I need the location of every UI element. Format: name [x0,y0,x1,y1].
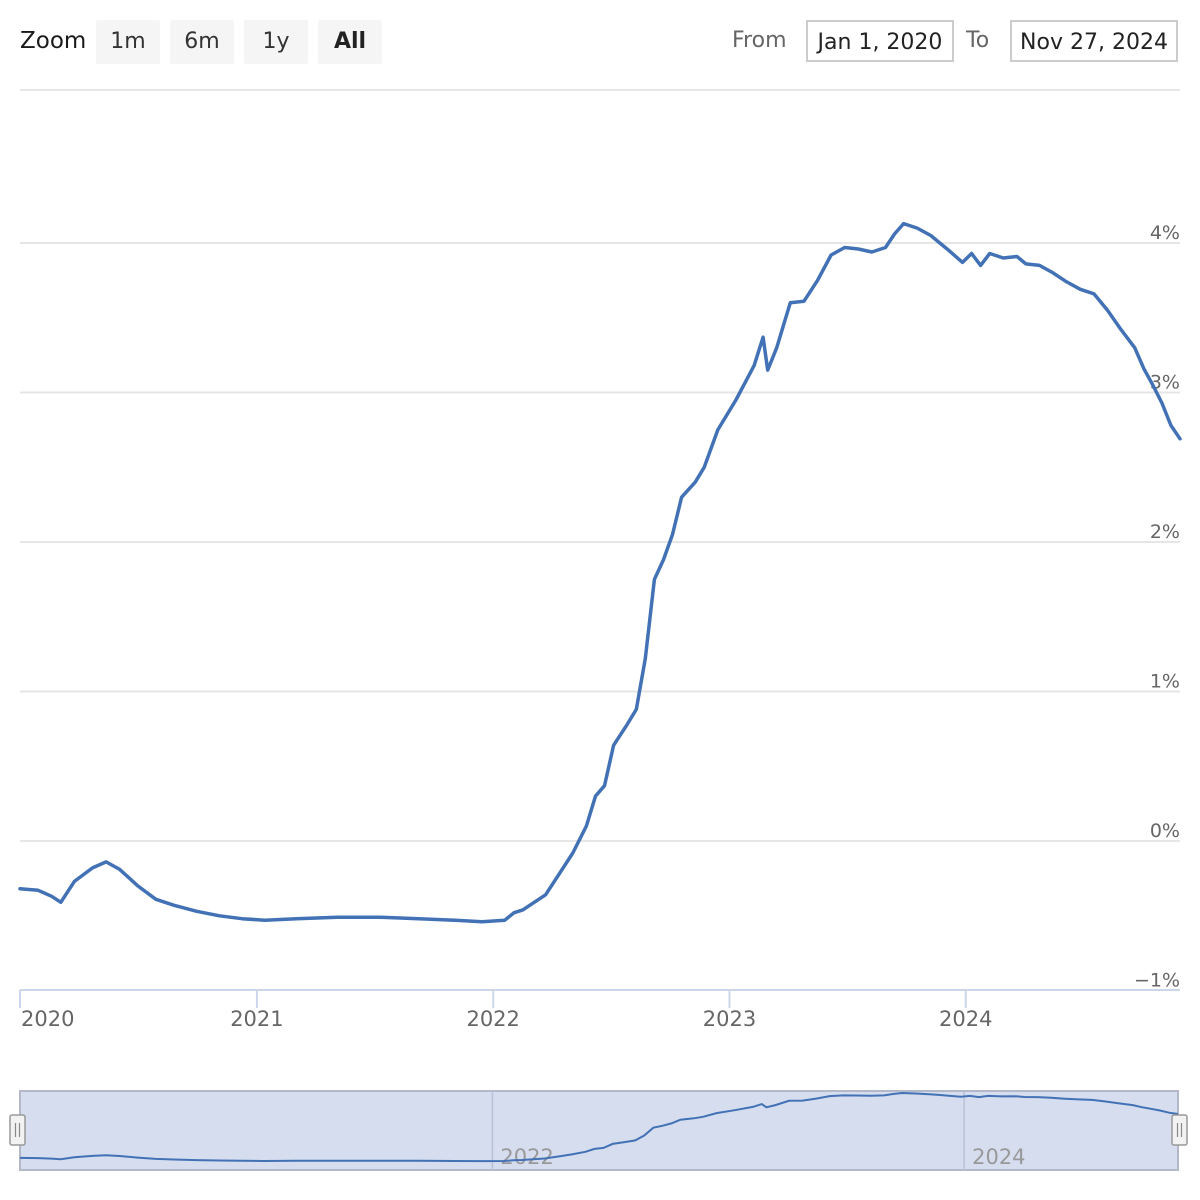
navigator-right-handle-icon[interactable] [1171,1114,1188,1146]
navigator-tick-label: 2022 [500,1145,553,1169]
y-tick-label: 2% [1150,521,1180,543]
y-tick-label: 0% [1150,820,1180,842]
y-tick-label: −1% [1134,970,1180,992]
x-tick-label: 2020 [21,1007,74,1031]
zoom-1y-button[interactable]: 1y [244,20,308,64]
to-date-input[interactable]: Nov 27, 2024 [1010,20,1178,62]
from-label: From [732,28,787,53]
navigator-tick-label: 2024 [972,1145,1025,1169]
zoom-6m-button[interactable]: 6m [170,20,234,64]
to-label: To [966,28,990,53]
x-tick-label: 2022 [466,1007,519,1031]
navigator-left-handle-icon[interactable] [9,1114,26,1146]
zoom-1m-button[interactable]: 1m [96,20,160,64]
x-tick-label: 2024 [939,1007,992,1031]
navigator-series-line [19,1091,1179,1163]
y-tick-label: 1% [1150,671,1180,693]
y-tick-label: 3% [1150,372,1180,394]
series-line [18,221,1182,924]
from-date-input[interactable]: Jan 1, 2020 [806,20,954,62]
y-tick-label: 4% [1150,222,1180,244]
zoom-all-button[interactable]: All [318,20,382,64]
navigator-window[interactable] [19,1090,1179,1171]
x-tick-label: 2023 [703,1007,756,1031]
zoom-label: Zoom [20,28,87,54]
x-tick-label: 2021 [230,1007,283,1031]
